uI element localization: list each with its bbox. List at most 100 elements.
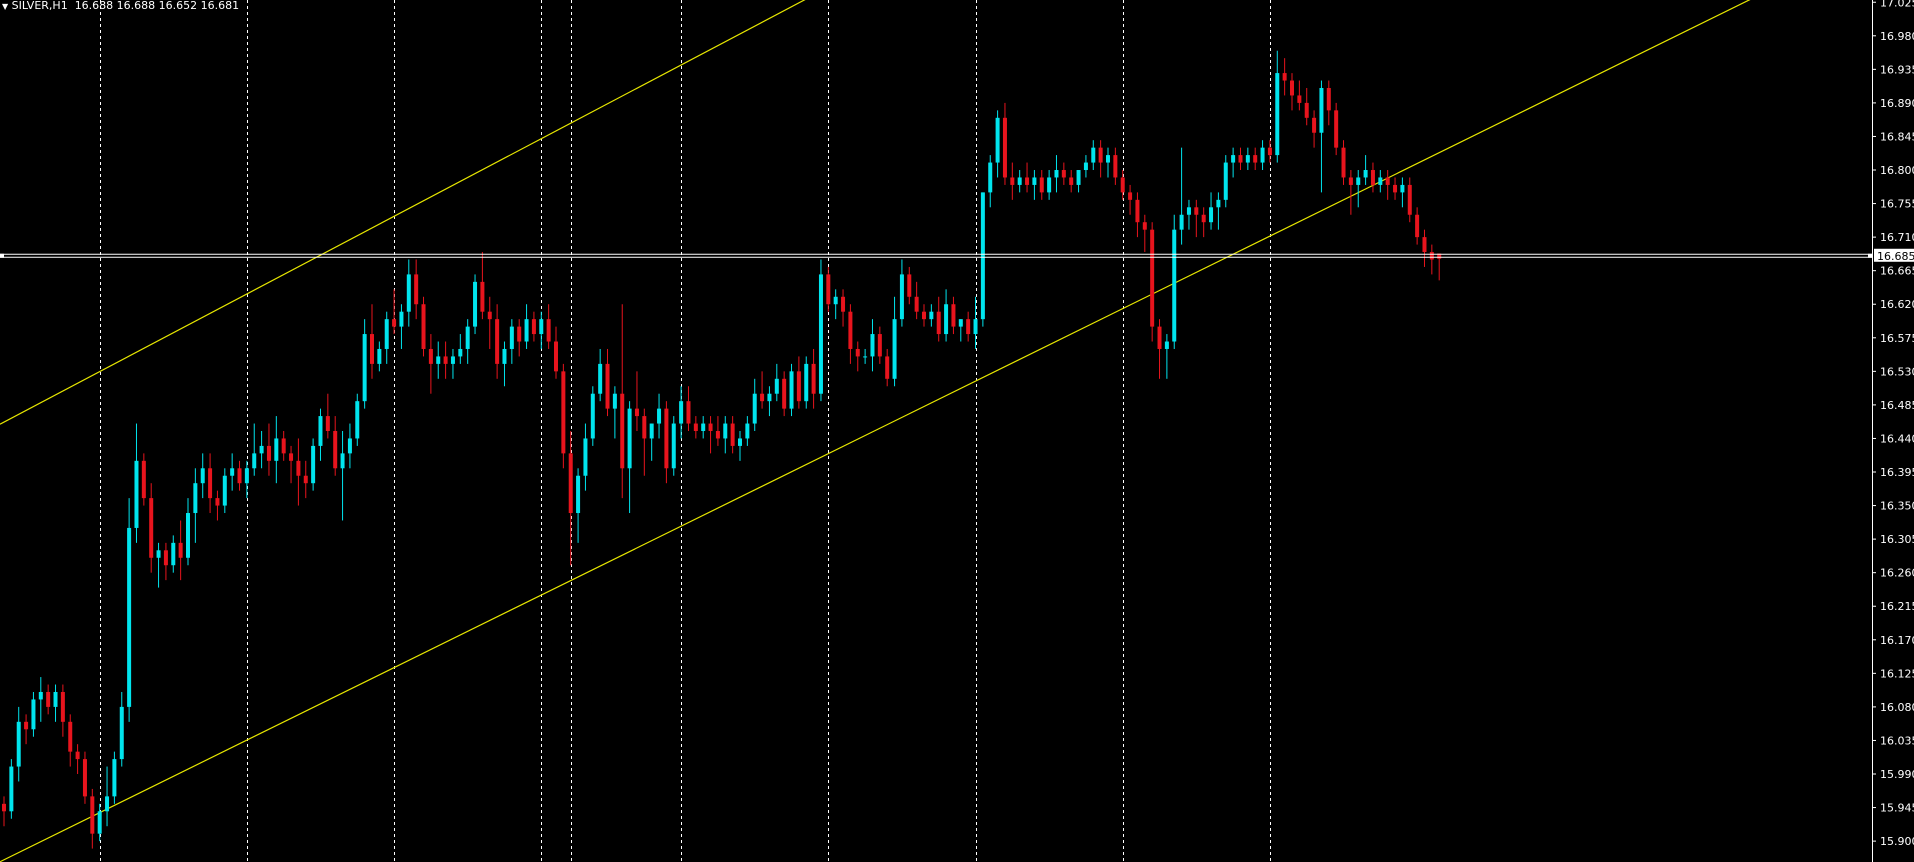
candle	[723, 416, 728, 454]
candle-body	[1186, 207, 1191, 215]
candle-body	[90, 796, 95, 834]
trendlines[interactable]	[0, 0, 1872, 862]
candle-body	[1422, 237, 1427, 253]
candle	[1238, 147, 1243, 171]
candle	[701, 416, 706, 439]
candle	[149, 483, 154, 573]
candle	[605, 348, 610, 417]
candle	[1415, 207, 1420, 245]
candle	[1267, 140, 1272, 163]
candle	[90, 788, 95, 849]
candle	[855, 341, 860, 372]
candle	[848, 304, 853, 364]
candle	[1164, 334, 1169, 379]
candle-body	[237, 468, 242, 484]
candle	[679, 386, 684, 439]
candle	[370, 304, 374, 379]
ohlc-readout: 16.688 16.688 16.652 16.681	[74, 0, 240, 12]
candle	[914, 281, 919, 320]
candle	[1385, 170, 1390, 200]
candle	[1098, 140, 1103, 178]
candle	[311, 438, 316, 491]
horizontal-level-line[interactable]	[0, 253, 1872, 258]
trendline-lower-channel[interactable]	[0, 0, 1872, 862]
candle	[922, 304, 926, 327]
candle-body	[208, 468, 213, 499]
candle	[760, 371, 765, 409]
candle	[384, 311, 389, 364]
dropdown-triangle-icon[interactable]: ▼	[2, 2, 9, 11]
candle-body	[1172, 229, 1177, 342]
candle-body	[281, 438, 286, 454]
candle-body	[1194, 207, 1199, 215]
candle	[936, 296, 941, 342]
candle	[539, 311, 544, 349]
price-tick-label: 16.620	[1880, 298, 1914, 311]
candle-body	[1370, 170, 1375, 185]
candle-body	[546, 319, 551, 342]
candle-body	[1017, 177, 1022, 185]
price-tick-label: 16.125	[1880, 667, 1914, 680]
candle-body	[539, 319, 544, 335]
level-line-handle-right[interactable]	[1868, 253, 1872, 258]
candle-body	[605, 363, 610, 409]
candle-body	[620, 393, 625, 469]
candle-body	[612, 393, 617, 409]
candle-body	[855, 348, 860, 357]
candle-body	[1348, 177, 1353, 185]
candle-body	[399, 311, 404, 327]
candle-body	[767, 393, 772, 402]
candle-body	[1098, 147, 1103, 163]
candle	[1422, 229, 1427, 267]
candle-body	[105, 796, 110, 812]
candle	[531, 311, 536, 342]
price-tick-label: 16.980	[1880, 30, 1914, 43]
trendline-upper-channel[interactable]	[0, 0, 1872, 425]
price-tick-label: 16.215	[1880, 600, 1914, 613]
candle-body	[568, 453, 573, 514]
candle-body	[9, 766, 14, 812]
candle-body	[1120, 177, 1125, 193]
candle	[966, 311, 971, 342]
candle	[892, 296, 897, 387]
candle	[406, 259, 411, 327]
candle	[200, 453, 205, 499]
candle	[590, 386, 595, 446]
price-tick-label: 16.530	[1880, 365, 1914, 378]
candle	[1142, 214, 1147, 253]
candle	[1348, 170, 1353, 215]
candle-body	[1039, 177, 1044, 193]
candle-body	[914, 296, 919, 312]
price-tick-label: 16.710	[1880, 231, 1914, 244]
candle	[105, 766, 110, 827]
candle-body	[149, 498, 154, 558]
candle	[1201, 207, 1206, 238]
candle	[127, 498, 132, 722]
candle	[31, 691, 36, 737]
candle-body	[531, 319, 536, 335]
candle-body	[649, 423, 654, 439]
candle-body	[715, 431, 720, 439]
price-tick-label: 15.945	[1880, 802, 1914, 815]
candle-body	[1135, 199, 1140, 223]
candle-body	[1069, 177, 1074, 185]
candle-body	[966, 319, 971, 335]
price-tick-label: 16.890	[1880, 97, 1914, 110]
candle-body	[1415, 214, 1420, 238]
candle	[1083, 155, 1088, 178]
candle-body	[811, 363, 816, 394]
candle	[818, 259, 823, 402]
candle-body	[1245, 155, 1250, 163]
candle	[502, 341, 507, 387]
candle-body	[796, 371, 801, 402]
candle-body	[1179, 214, 1184, 230]
level-line-handle-left[interactable]	[0, 253, 4, 258]
candle-body	[16, 721, 21, 767]
price-tick-label: 16.035	[1880, 734, 1914, 747]
candle-body	[1061, 170, 1066, 178]
candle-body	[127, 527, 132, 707]
candle	[745, 416, 750, 446]
candle-body	[1010, 177, 1015, 185]
chart-header: ▼ SILVER,H1 16.688 16.688 16.652 16.681	[2, 0, 239, 12]
